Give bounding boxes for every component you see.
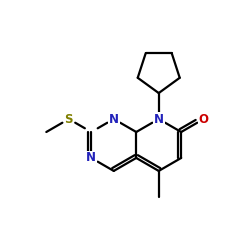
Text: N: N bbox=[86, 152, 96, 164]
Text: S: S bbox=[64, 112, 73, 126]
Text: N: N bbox=[154, 112, 164, 126]
Text: O: O bbox=[199, 112, 209, 126]
Text: N: N bbox=[109, 112, 119, 126]
